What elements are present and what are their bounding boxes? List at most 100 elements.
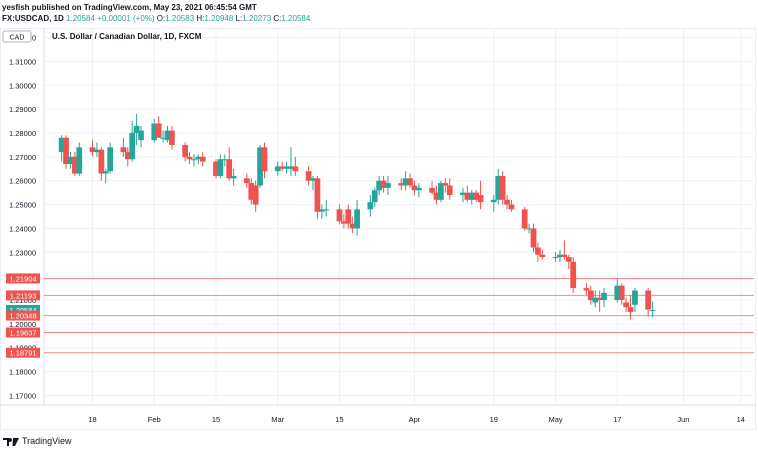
candle-body [468, 192, 475, 200]
candle-body [243, 178, 250, 184]
candle-body [89, 147, 96, 153]
candle-body [552, 257, 559, 259]
symbol-label: FX:USDCAD, 1D [2, 14, 64, 23]
candle-body [63, 137, 69, 165]
candle-body [415, 187, 422, 191]
candle-body [376, 180, 383, 191]
x-tick-label: Apr [409, 415, 421, 424]
published-line: yesfish published on TradingView.com, Ma… [2, 3, 257, 12]
close-label: C: [273, 14, 282, 23]
candle-body [336, 209, 343, 222]
price-level-label-bg [6, 273, 40, 284]
y-tick-label: 1.27000 [9, 153, 36, 162]
candle-body [508, 204, 515, 210]
candle-body [230, 175, 237, 179]
candle-body [288, 166, 294, 169]
candle-body [120, 147, 127, 153]
candle-body [411, 185, 418, 191]
x-tick-label: 18 [88, 415, 96, 424]
candle-body [535, 247, 541, 255]
candle-body [557, 254, 563, 258]
candle-body [314, 178, 321, 212]
candle-body [213, 161, 219, 176]
candle-body [345, 209, 352, 224]
candle-body [72, 156, 78, 174]
candle-body [292, 166, 299, 172]
candle-body [261, 147, 268, 172]
candle-body [151, 123, 158, 141]
candle-body [521, 209, 528, 229]
price-level-label: 1.19637 [9, 329, 36, 338]
y-tick-label: 1.17000 [9, 391, 36, 400]
candle-body [627, 307, 634, 312]
currency-badge-text: CAD [10, 35, 25, 42]
candle-body [398, 183, 405, 186]
candle-body [160, 137, 166, 139]
high-value: 1.20948 [204, 14, 234, 23]
chart-title: U.S. Dollar / Canadian Dollar, 1D, FXCM [52, 32, 202, 41]
candle-body [98, 149, 105, 174]
candle-body [601, 292, 607, 301]
candle-body [191, 159, 197, 161]
candle-body [349, 223, 356, 229]
candle-body [221, 159, 228, 161]
candle-body [561, 254, 568, 258]
y-tick-label: 1.26000 [9, 177, 36, 186]
x-tick-label: Jun [677, 415, 689, 424]
candle-body [323, 209, 330, 211]
candle-body [596, 297, 603, 301]
candle-body [592, 297, 599, 303]
open-value: 1.20583 [165, 14, 195, 23]
y-tick-label: 1.18000 [9, 368, 36, 377]
candle-body [305, 171, 312, 181]
candlestick-chart[interactable]: 1.320001.310001.300001.290001.280001.270… [0, 27, 757, 431]
price-level-label-bg [6, 290, 40, 301]
candle-body [623, 302, 629, 308]
footer-brand: TradingView [3, 434, 72, 448]
candle-body [341, 221, 347, 224]
candle-body [67, 156, 74, 165]
close-value: 1.20584 [281, 14, 311, 23]
candle-body [460, 192, 466, 196]
candle-body [310, 178, 316, 181]
x-tick-label: 15 [212, 415, 220, 424]
candle-body [274, 166, 281, 172]
candle-body [583, 288, 590, 291]
price-level-label-bg [6, 304, 40, 315]
low-value: 1.20273 [242, 14, 272, 23]
candle-body [76, 147, 83, 174]
price-level-label: 1.20348 [9, 312, 36, 321]
y-tick-label: 1.30000 [9, 81, 36, 90]
candle-body [473, 192, 480, 200]
tradingview-logo-icon [3, 438, 19, 446]
candle-body [138, 130, 144, 141]
price-change: +0.00001 (+0%) [97, 14, 155, 23]
candle-body [433, 192, 440, 200]
candle-body [217, 159, 224, 176]
chart-header: yesfish published on TradingView.com, Ma… [2, 2, 310, 24]
candle-body [257, 147, 263, 186]
candle-body [385, 183, 391, 188]
y-tick-label: 1.24000 [9, 224, 36, 233]
y-tick-label: 1.28000 [9, 129, 36, 138]
x-tick-label: 17 [613, 415, 621, 424]
candle-body [495, 175, 502, 200]
chart-area[interactable]: 1.320001.310001.300001.290001.280001.270… [0, 27, 757, 431]
ohlc-line: FX:USDCAD, 1D 1.20584 +0.00001 (+0%) O:1… [2, 13, 310, 24]
price-level-label: 1.20584 [9, 306, 36, 315]
candle-body [380, 180, 387, 188]
y-tick-label: 1.25000 [9, 201, 36, 210]
candle-body [318, 209, 325, 212]
candle-body [530, 228, 537, 248]
candle-body [58, 137, 65, 153]
candle-body [618, 285, 625, 301]
candle-body [614, 285, 621, 301]
candle-body [354, 209, 360, 229]
candle-body [283, 166, 290, 169]
x-tick-label: 19 [490, 415, 498, 424]
candle-body [587, 290, 594, 301]
price-level-label: 1.18791 [9, 349, 36, 358]
y-tick-label: 1.20000 [9, 320, 36, 329]
candle-body [645, 290, 652, 310]
y-tick-label: 1.21000 [9, 296, 36, 305]
